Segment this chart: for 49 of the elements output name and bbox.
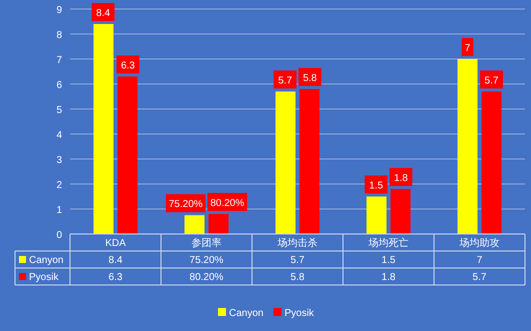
data-label: 75.20% <box>190 255 224 266</box>
data-label: 80.20% <box>190 272 224 283</box>
x-tick-label: KDA <box>105 238 126 249</box>
y-tick-label: 3 <box>56 155 62 166</box>
data-label: 5.7 <box>290 255 305 266</box>
y-tick-label: 2 <box>56 180 62 191</box>
x-tick-label: 场均击杀 <box>276 237 318 249</box>
data-label: 1.5 <box>382 255 396 266</box>
bar <box>300 89 320 234</box>
y-tick-label: 8 <box>56 30 62 41</box>
bar <box>184 215 204 234</box>
data-label: 7 <box>476 255 483 266</box>
label-box: 6.3 <box>116 56 140 74</box>
bar <box>208 214 228 234</box>
x-tick-label: 参团率 <box>192 237 222 249</box>
data-label: 1.8 <box>382 272 396 283</box>
y-tick-label: 9 <box>56 5 62 16</box>
data-label: 6.3 <box>108 272 123 283</box>
x-tick-label: 场均死亡 <box>368 237 408 249</box>
label-box: 5.7 <box>480 70 503 88</box>
legend-label: Canyon <box>29 255 64 266</box>
label-box: 7 <box>462 38 474 56</box>
y-tick-label: 0 <box>56 230 62 241</box>
label-box: 8.4 <box>92 3 114 21</box>
y-tick-label: 7 <box>56 55 62 66</box>
label-box: 75.20% <box>166 194 206 212</box>
text: Pyosik <box>284 308 314 319</box>
label-box: 1.5 <box>364 176 388 194</box>
y-tick-label: 1 <box>56 205 62 216</box>
bar <box>94 24 114 234</box>
y-tick-label: 4 <box>56 130 62 141</box>
bar <box>118 76 138 234</box>
label-box: 5.8 <box>298 68 322 86</box>
text: Canyon <box>229 308 264 319</box>
bar <box>366 196 386 234</box>
bar <box>276 92 296 234</box>
label-box: 1.8 <box>390 168 412 186</box>
y-tick-label: 5 <box>56 105 62 116</box>
label-box: 5.7 <box>274 70 296 88</box>
data-label: 8.4 <box>108 255 123 266</box>
label-box: 80.20% <box>208 192 248 211</box>
bar <box>458 59 478 234</box>
data-label: 5.7 <box>472 272 487 283</box>
bar <box>482 92 502 234</box>
x-tick-label: 场均助攻 <box>458 237 500 249</box>
bar <box>390 189 410 234</box>
legend-label: Pyosik <box>29 272 60 283</box>
y-tick-label: 6 <box>56 80 62 91</box>
data-label: 5.8 <box>290 272 305 283</box>
